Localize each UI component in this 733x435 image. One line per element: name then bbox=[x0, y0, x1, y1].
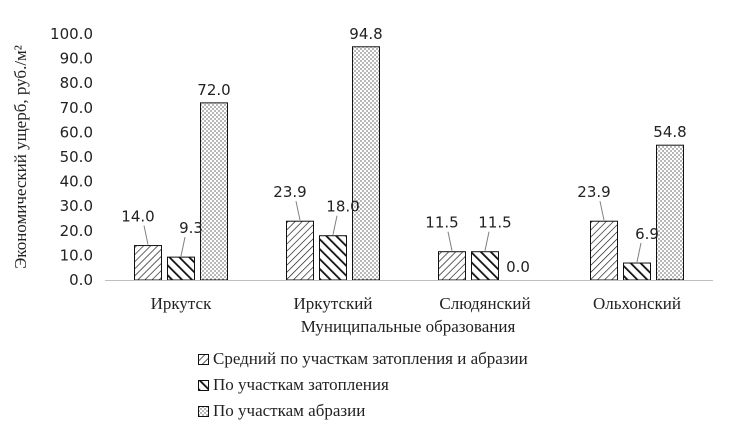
data-label: 6.9 bbox=[635, 225, 659, 243]
data-labels: 14.0 23.9 11.5 23.9 9.3 18.0 11.5 6.9 72.0 94.8 0.… bbox=[121, 25, 686, 276]
legend-item-series-2: По участкам затопления bbox=[198, 372, 528, 398]
leader-line bbox=[332, 215, 338, 235]
leader-line bbox=[599, 201, 605, 221]
leader-line bbox=[484, 231, 490, 251]
legend-item-series-1: Средний по участкам затопления и абразии bbox=[198, 346, 528, 372]
x-category-label: Ольхонский bbox=[593, 294, 681, 313]
y-tick-label: 60.0 bbox=[60, 123, 93, 141]
data-label: 14.0 bbox=[121, 208, 154, 226]
legend-item-series-3: По участкам абразии bbox=[198, 398, 528, 424]
bar-diag-thick bbox=[167, 256, 195, 281]
data-label: 94.8 bbox=[349, 25, 382, 43]
data-label: 11.5 bbox=[425, 214, 458, 232]
y-axis-ticks: 0.0 10.0 20.0 30.0 40.0 50.0 60.0 70.0 80.0 90.0 1… bbox=[50, 25, 93, 289]
bar-diag-thin bbox=[134, 245, 162, 281]
data-label: 18.0 bbox=[326, 198, 359, 216]
bar-diag-thin bbox=[438, 251, 466, 281]
leader-line bbox=[143, 225, 149, 245]
data-label: 23.9 bbox=[577, 183, 610, 201]
y-axis-title: Экономический ущерб, руб./м² bbox=[11, 45, 30, 269]
legend: Средний по участкам затопления и абразии… bbox=[198, 346, 528, 424]
data-label: 11.5 bbox=[478, 214, 511, 232]
leader-line bbox=[295, 201, 301, 221]
x-category-label: Иркутский bbox=[294, 294, 373, 313]
bar-dots bbox=[352, 46, 380, 281]
leader-line bbox=[636, 242, 642, 263]
data-label: 72.0 bbox=[197, 81, 230, 99]
bar-diag-thick bbox=[471, 251, 499, 281]
y-tick-label: 80.0 bbox=[60, 74, 93, 92]
bar-diag-thin bbox=[590, 220, 618, 281]
legend-swatch-diag-thin-icon bbox=[198, 353, 209, 365]
x-axis-title: Муниципальные образования bbox=[301, 317, 516, 336]
legend-swatch-diag-thick-icon bbox=[198, 379, 209, 391]
y-tick-label: 70.0 bbox=[60, 99, 93, 117]
bar-dots bbox=[656, 144, 684, 281]
y-tick-label: 100.0 bbox=[50, 25, 93, 43]
legend-label: По участкам затопления bbox=[213, 375, 389, 394]
x-category-label: Иркутск bbox=[151, 294, 212, 313]
legend-label: По участкам абразии bbox=[213, 401, 366, 420]
leader-line bbox=[180, 237, 186, 257]
leader-lines bbox=[143, 201, 642, 263]
bar-diag-thin bbox=[286, 220, 314, 281]
leader-line bbox=[447, 231, 453, 251]
y-tick-label: 40.0 bbox=[60, 173, 93, 191]
legend-swatch-dots-icon bbox=[198, 405, 209, 417]
data-label: 0.0 bbox=[506, 258, 530, 276]
y-tick-label: 10.0 bbox=[60, 246, 93, 264]
y-tick-label: 0.0 bbox=[69, 271, 93, 289]
y-tick-label: 30.0 bbox=[60, 197, 93, 215]
data-label: 54.8 bbox=[653, 123, 686, 141]
y-tick-label: 90.0 bbox=[60, 50, 93, 68]
legend-label: Средний по участкам затопления и абразии bbox=[213, 349, 528, 368]
x-category-label: Слюдянский bbox=[439, 294, 530, 313]
bar-diag-thick bbox=[623, 262, 651, 281]
bar-dots bbox=[200, 102, 228, 281]
bars bbox=[134, 46, 684, 281]
data-label: 9.3 bbox=[179, 219, 203, 237]
x-axis-categories: Иркутск Иркутский Слюдянский Ольхонский bbox=[151, 294, 681, 313]
y-tick-label: 50.0 bbox=[60, 148, 93, 166]
y-tick-label: 20.0 bbox=[60, 222, 93, 240]
bar-diag-thick bbox=[319, 235, 347, 281]
data-label: 23.9 bbox=[273, 183, 306, 201]
